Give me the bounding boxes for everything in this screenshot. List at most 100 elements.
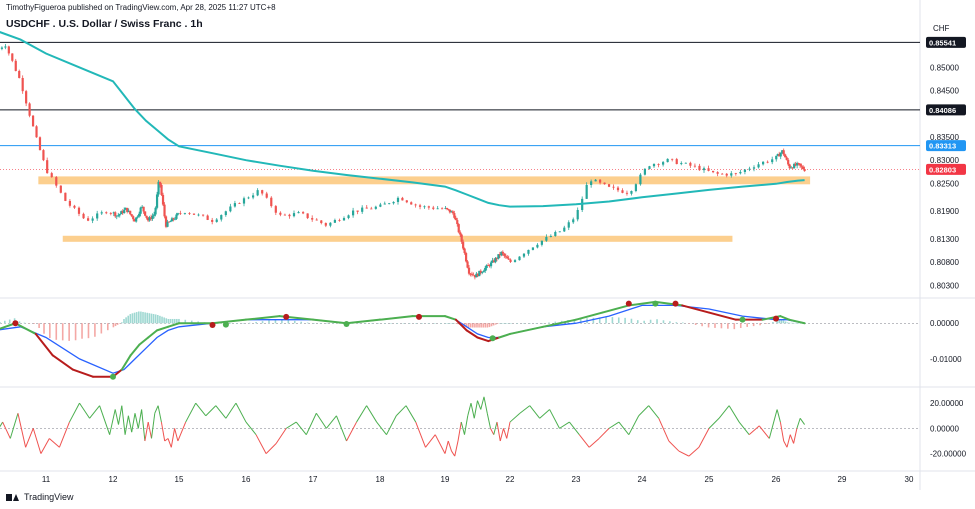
oscillator-line-segment xyxy=(177,421,187,442)
candle-body xyxy=(105,212,108,214)
candle-body xyxy=(527,249,530,254)
oscillator-line-segment xyxy=(185,402,197,423)
candle-body xyxy=(220,215,223,220)
oscillator-line-segment xyxy=(783,440,788,448)
candle-body xyxy=(265,193,268,198)
candle-body xyxy=(648,166,651,169)
macd-histogram-bar xyxy=(236,323,238,324)
candle-body xyxy=(126,207,129,212)
macd-histogram-bar xyxy=(786,322,789,324)
macd-histogram-bar xyxy=(261,321,264,324)
oscillator-line-segment xyxy=(137,409,143,429)
oscillator-line-segment xyxy=(114,409,119,425)
candle-body xyxy=(338,220,341,221)
candle-body xyxy=(445,207,449,209)
oscillator-line-segment xyxy=(315,412,327,429)
oscillator-line-segment xyxy=(99,405,111,435)
macd-histogram-bar xyxy=(125,317,127,324)
macd-histogram-bar xyxy=(163,317,165,324)
candle-body xyxy=(545,236,548,241)
candle-body xyxy=(782,150,785,155)
candle-body xyxy=(725,173,728,176)
candle-body xyxy=(494,257,497,263)
candle-body xyxy=(447,208,450,210)
candle-body xyxy=(460,234,463,242)
candle-body xyxy=(211,219,214,222)
macd-histogram-bar xyxy=(358,323,360,324)
time-axis-tick: 30 xyxy=(905,475,914,484)
candle-body xyxy=(775,155,778,160)
candle-body xyxy=(689,162,692,166)
macd-histogram-bar xyxy=(242,323,245,324)
oscillator-line-segment xyxy=(245,421,257,435)
candle-body xyxy=(35,126,38,138)
candle-body xyxy=(500,251,503,256)
oscillator-line-segment xyxy=(49,438,60,448)
candle-body xyxy=(482,271,485,273)
candle-body xyxy=(761,161,765,165)
oscillator-line-segment xyxy=(569,421,580,435)
oscillator-line-segment xyxy=(658,418,670,442)
macd-histogram-bar xyxy=(490,323,493,327)
candle-body xyxy=(454,217,457,221)
macd-histogram-bar xyxy=(87,323,90,339)
candle-body xyxy=(172,218,175,220)
macd-cross-marker xyxy=(672,300,679,307)
oscillator-line-segment xyxy=(118,405,123,425)
candle-body xyxy=(803,169,806,172)
macd-cross-marker xyxy=(739,316,746,323)
macd-line-segment xyxy=(211,318,247,325)
oscillator-line-segment xyxy=(793,428,798,444)
time-axis-tick: 29 xyxy=(838,475,847,484)
oscillator-line-segment xyxy=(141,409,146,442)
macd-histogram-bar xyxy=(746,323,748,327)
macd-histogram-bar xyxy=(408,323,411,324)
oscillator-line-segment xyxy=(447,440,452,452)
oscillator-line-segment xyxy=(628,415,640,435)
candle-body xyxy=(598,179,602,183)
candle-body xyxy=(748,168,751,170)
macd-histogram-bar xyxy=(780,319,783,324)
candle-body xyxy=(473,275,476,278)
oscillator-line-segment xyxy=(425,434,436,448)
oscillator-line-segment xyxy=(131,413,136,433)
oscillator-line-segment xyxy=(2,421,11,439)
candle-body xyxy=(301,212,305,214)
candle-body xyxy=(612,186,615,188)
candle-body xyxy=(161,194,165,205)
candle-body xyxy=(120,211,123,215)
macd-cross-marker xyxy=(652,300,659,307)
macd-histogram-bar xyxy=(396,323,399,324)
candle-body xyxy=(721,173,724,175)
macd-signal-line xyxy=(0,304,805,374)
macd-histogram-bar xyxy=(444,323,447,324)
macd-line-segment xyxy=(454,318,468,332)
oscillator-line-segment xyxy=(164,438,169,442)
time-axis-tick: 23 xyxy=(572,475,581,484)
candle-body xyxy=(630,191,633,194)
candle-body xyxy=(448,209,452,213)
oscillator-tick-label: -20.00000 xyxy=(930,450,967,459)
publisher-line: TimothyFigueroa published on TradingView… xyxy=(6,3,276,12)
macd-histogram-bar xyxy=(390,323,392,324)
macd-histogram-bar xyxy=(159,315,161,324)
macd-histogram-bar xyxy=(476,323,478,328)
oscillator-line-segment xyxy=(444,440,449,454)
macd-histogram-bar xyxy=(129,314,132,324)
candle-body xyxy=(488,265,491,267)
macd-histogram-bar xyxy=(494,323,497,325)
price-tick-label: 0.80800 xyxy=(930,258,959,267)
macd-histogram-bar xyxy=(592,317,595,324)
macd-histogram-bar xyxy=(116,323,119,325)
macd-histogram-bar xyxy=(0,322,1,324)
candle-body xyxy=(643,168,647,175)
tradingview-brand[interactable]: TradingView xyxy=(6,492,74,502)
oscillator-line-segment xyxy=(225,402,237,419)
candle-body xyxy=(487,265,490,266)
candle-body xyxy=(274,206,277,213)
candle-body xyxy=(451,211,454,214)
macd-histogram-bar xyxy=(190,320,193,324)
candle-body xyxy=(743,169,747,172)
candle-body xyxy=(347,215,350,219)
